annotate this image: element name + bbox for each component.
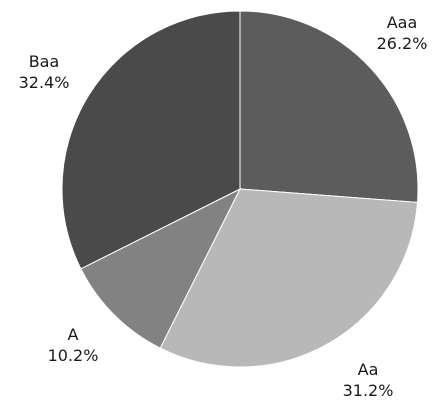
pie-labels: Aaa 26.2% Aa 31.2% A 10.2% Baa 32.4% — [19, 13, 428, 400]
pie-slice-aaa — [239, 10, 419, 203]
slice-label-value-aa: 31.2% — [343, 381, 394, 400]
pie-slice-a — [80, 187, 242, 349]
slice-label-value-aaa: 26.2% — [377, 34, 428, 53]
pie-slice-baa — [61, 10, 241, 270]
slice-label-name-aa: Aa — [358, 360, 379, 379]
slice-label-value-baa: 32.4% — [19, 73, 70, 92]
slice-label-name-baa: Baa — [29, 52, 60, 71]
pie-slice-aa — [159, 188, 419, 368]
slice-label-value-a: 10.2% — [48, 346, 99, 365]
slice-label-name-aaa: Aaa — [387, 13, 418, 32]
pie-slices — [61, 10, 419, 368]
slice-label-name-a: A — [68, 325, 79, 344]
